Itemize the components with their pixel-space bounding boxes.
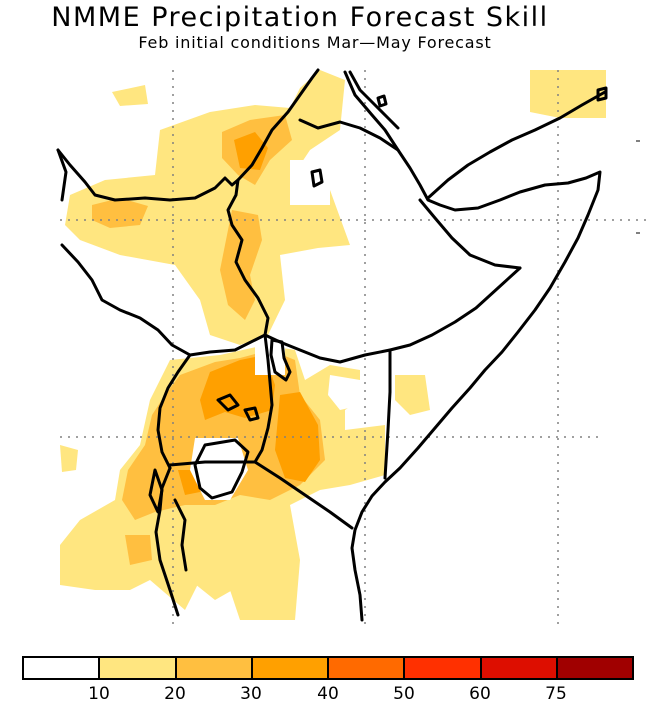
coastline-gulf-aden [426,90,607,200]
border-ethiopia-somalia [418,198,522,270]
skill-region-kenya-peak [275,392,320,482]
coastline-horn [343,70,602,622]
lake-albert [216,393,240,412]
border-sudan-north [56,148,240,202]
island-socotra [596,86,608,102]
skill-region-west [60,445,78,472]
legend-swatch [252,658,329,678]
legend-label: 30 [240,684,262,704]
legend-swatch [405,658,482,678]
skill-gap-victoria [190,438,248,500]
legend-swatch [24,658,101,678]
skill-region-uganda [122,350,325,520]
coastline-red-sea [348,70,400,130]
skill-region-north [112,85,148,106]
skill-region-ethiopia-peak [234,132,268,170]
border-kenya-tanzania [253,460,354,530]
lake-turkana [269,338,292,382]
map-title: NMME Precipitation Forecast Skill [51,2,549,33]
border-eritrea [298,118,400,152]
border-ogaden [263,266,522,364]
legend-label: 40 [317,684,339,704]
edge-marks [636,140,640,234]
legend-swatch [557,658,632,678]
border-tanzania-west [173,498,188,572]
skill-region-northeast [530,70,606,118]
skill-gap-kenya [328,375,362,410]
border-uganda-west [156,353,192,470]
legend-label: 50 [393,684,415,704]
skill-region-nile [220,210,262,320]
map-subtitle: Feb initial conditions Mar—May Forecast [138,33,492,52]
border-kenya-uganda [253,333,274,464]
legend-label: 60 [469,684,491,704]
skill-gap-turkana [255,345,285,375]
skill-region-south [190,540,250,600]
border-ethiopia-west [226,178,270,337]
border-kenya-somalia [383,348,392,480]
legend-swatch [176,658,253,678]
border-south-sudan [60,243,267,357]
lake-tanganyika [148,468,164,514]
skill-map [56,68,650,625]
lake-victoria [193,438,250,500]
border-sudan-west [56,148,68,202]
lake-kyoga [243,406,260,422]
legend-swatch [481,658,558,678]
color-scale-legend [22,656,634,680]
lake-tana [310,168,324,188]
legend-swatch [329,658,406,678]
island-dahlak [376,94,388,108]
legend-label: 75 [545,684,567,704]
skill-region-east-kenya [395,375,430,415]
legend-label: 20 [164,684,186,704]
border-ethiopia-northwest [236,68,320,182]
boundaries [56,68,608,622]
skill-gap-ethiopia [290,160,330,205]
legend-label: 10 [88,684,110,704]
skill-shading [60,70,606,620]
lat-lon-grid [60,70,650,625]
skill-region-southwest [125,535,152,565]
legend-swatch [100,658,177,678]
